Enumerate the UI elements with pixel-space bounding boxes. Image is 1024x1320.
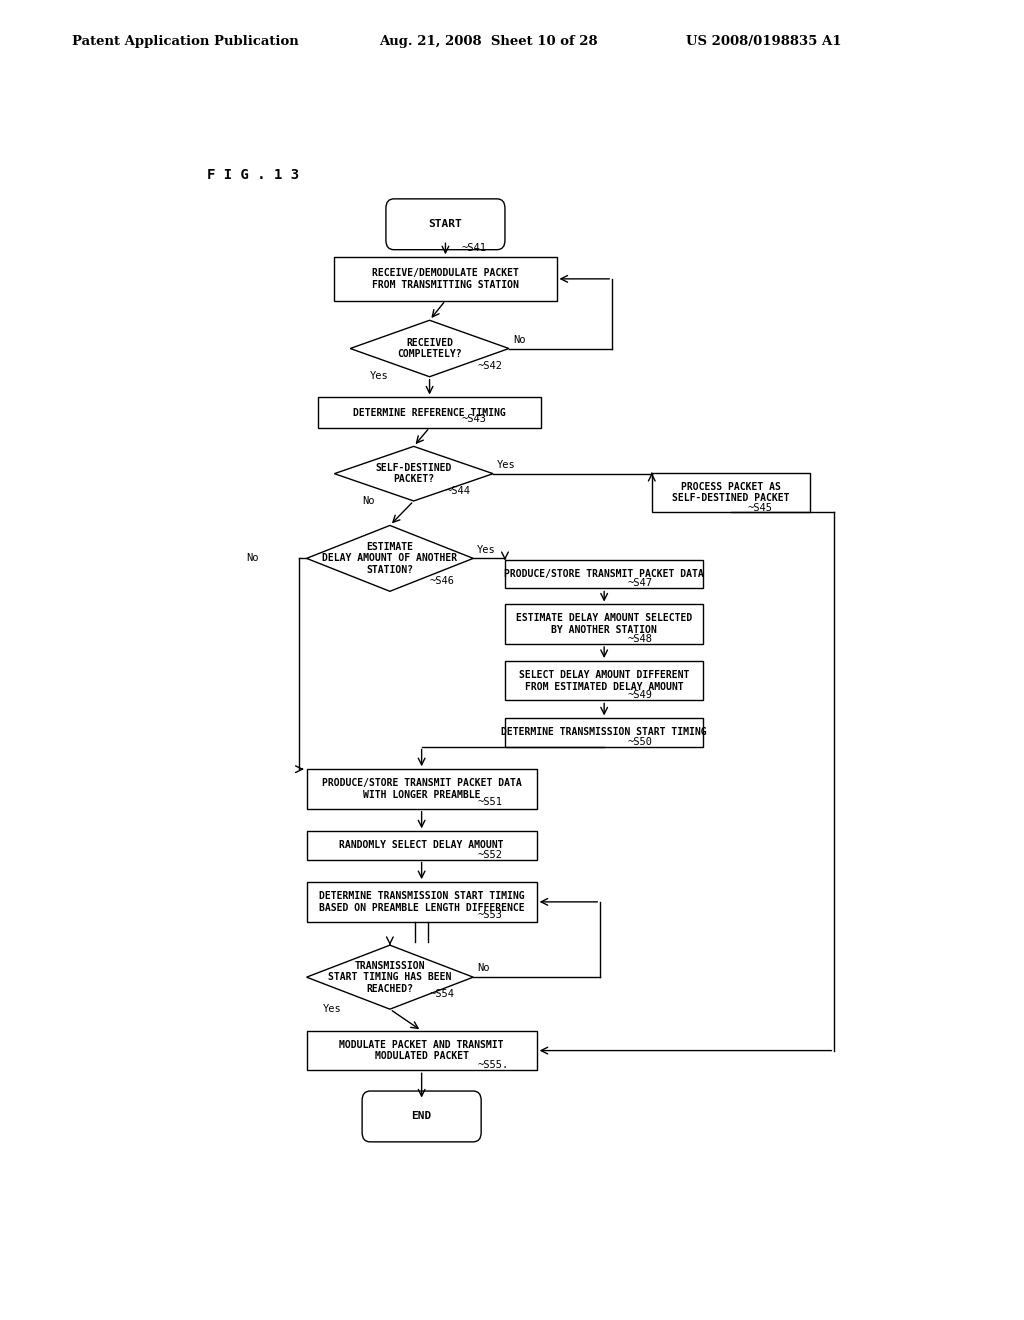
Text: PRODUCE/STORE TRANSMIT PACKET DATA
WITH LONGER PREAMBLE: PRODUCE/STORE TRANSMIT PACKET DATA WITH … (322, 779, 521, 800)
Text: PRODUCE/STORE TRANSMIT PACKET DATA: PRODUCE/STORE TRANSMIT PACKET DATA (504, 569, 705, 579)
Text: DETERMINE REFERENCE TIMING: DETERMINE REFERENCE TIMING (353, 408, 506, 417)
Text: F I G . 1 3: F I G . 1 3 (207, 168, 299, 182)
FancyBboxPatch shape (505, 560, 703, 589)
FancyBboxPatch shape (334, 257, 557, 301)
Text: DETERMINE TRANSMISSION START TIMING: DETERMINE TRANSMISSION START TIMING (502, 727, 707, 738)
FancyBboxPatch shape (306, 1031, 537, 1071)
Text: ~S45: ~S45 (748, 503, 772, 513)
Text: ~S48: ~S48 (628, 634, 653, 644)
FancyBboxPatch shape (362, 1092, 481, 1142)
Text: No: No (513, 335, 525, 345)
Text: ~S55.: ~S55. (477, 1060, 509, 1071)
Text: MODULATE PACKET AND TRANSMIT
MODULATED PACKET: MODULATE PACKET AND TRANSMIT MODULATED P… (339, 1040, 504, 1061)
Text: Aug. 21, 2008  Sheet 10 of 28: Aug. 21, 2008 Sheet 10 of 28 (379, 34, 598, 48)
Text: No: No (477, 964, 489, 973)
Text: ~S42: ~S42 (477, 362, 502, 371)
Polygon shape (306, 945, 473, 1010)
Text: DETERMINE TRANSMISSION START TIMING
BASED ON PREAMBLE LENGTH DIFFERENCE: DETERMINE TRANSMISSION START TIMING BASE… (318, 891, 524, 912)
Text: ~S54: ~S54 (430, 989, 455, 999)
Text: START: START (429, 219, 462, 230)
Text: ~S46: ~S46 (430, 576, 455, 586)
Text: Yes: Yes (323, 1005, 341, 1014)
FancyBboxPatch shape (652, 473, 811, 512)
FancyBboxPatch shape (505, 605, 703, 644)
Text: RECEIVE/DEMODULATE PACKET
FROM TRANSMITTING STATION: RECEIVE/DEMODULATE PACKET FROM TRANSMITT… (372, 268, 519, 289)
Text: No: No (362, 496, 375, 506)
Text: END: END (412, 1111, 432, 1122)
Text: SELECT DELAY AMOUNT DIFFERENT
FROM ESTIMATED DELAY AMOUNT: SELECT DELAY AMOUNT DIFFERENT FROM ESTIM… (519, 671, 689, 692)
Text: ~S44: ~S44 (445, 486, 470, 496)
Text: Yes: Yes (497, 459, 516, 470)
Text: ~S52: ~S52 (477, 850, 502, 859)
FancyBboxPatch shape (505, 661, 703, 701)
Text: US 2008/0198835 A1: US 2008/0198835 A1 (686, 34, 842, 48)
FancyBboxPatch shape (306, 832, 537, 859)
Text: ~S53: ~S53 (477, 909, 502, 920)
FancyBboxPatch shape (318, 397, 541, 428)
Text: PROCESS PACKET AS
SELF-DESTINED PACKET: PROCESS PACKET AS SELF-DESTINED PACKET (673, 482, 790, 503)
Text: ESTIMATE
DELAY AMOUNT OF ANOTHER
STATION?: ESTIMATE DELAY AMOUNT OF ANOTHER STATION… (323, 541, 458, 576)
Text: ~S47: ~S47 (628, 578, 653, 587)
Text: TRANSMISSION
START TIMING HAS BEEN
REACHED?: TRANSMISSION START TIMING HAS BEEN REACH… (329, 961, 452, 994)
FancyBboxPatch shape (386, 199, 505, 249)
Text: ~S43: ~S43 (461, 413, 486, 424)
Text: No: No (247, 553, 259, 564)
Text: Yes: Yes (370, 371, 389, 381)
FancyBboxPatch shape (306, 770, 537, 809)
Text: ESTIMATE DELAY AMOUNT SELECTED
BY ANOTHER STATION: ESTIMATE DELAY AMOUNT SELECTED BY ANOTHE… (516, 614, 692, 635)
Polygon shape (334, 446, 494, 502)
Text: ~S51: ~S51 (477, 797, 502, 807)
Text: Patent Application Publication: Patent Application Publication (72, 34, 298, 48)
Text: SELF-DESTINED
PACKET?: SELF-DESTINED PACKET? (376, 463, 452, 484)
FancyBboxPatch shape (505, 718, 703, 747)
FancyBboxPatch shape (306, 882, 537, 921)
Text: ~S50: ~S50 (628, 737, 653, 747)
Polygon shape (306, 525, 473, 591)
Text: Yes: Yes (477, 545, 496, 554)
Text: ~S49: ~S49 (628, 690, 653, 701)
Text: RANDOMLY SELECT DELAY AMOUNT: RANDOMLY SELECT DELAY AMOUNT (339, 841, 504, 850)
Text: RECEIVED
COMPLETELY?: RECEIVED COMPLETELY? (397, 338, 462, 359)
Polygon shape (350, 321, 509, 376)
Text: ~S41: ~S41 (461, 243, 486, 252)
